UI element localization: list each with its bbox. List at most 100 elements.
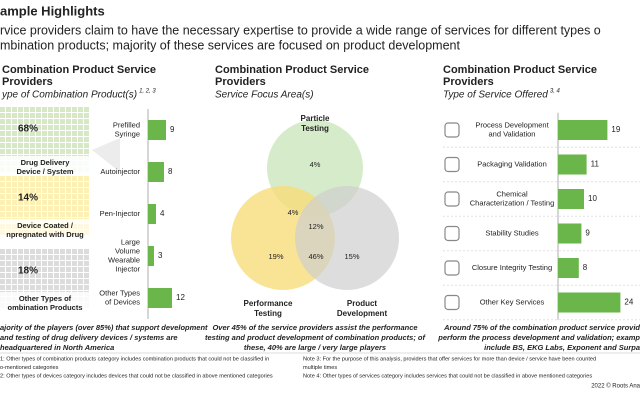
waffle-cell (54, 131, 59, 136)
waffle-cell (18, 212, 23, 217)
waffle-cell (36, 143, 41, 148)
waffle-cell (60, 176, 65, 181)
waffle-cell (72, 188, 77, 193)
waffle-cell (0, 249, 5, 254)
waffle-cell (30, 285, 35, 290)
bar-label: Autoinjector (100, 167, 140, 176)
waffle-cell (48, 285, 53, 290)
waffle-cell (0, 255, 5, 260)
waffle-cell (60, 279, 65, 284)
waffle-cell (18, 182, 23, 187)
waffle-cell (0, 267, 5, 272)
waffle-cell (78, 212, 83, 217)
waffle-cell (6, 188, 11, 193)
waffle-cell (48, 194, 53, 199)
waffle-cell (72, 113, 77, 118)
waffle-cell (66, 255, 71, 260)
icon (444, 122, 460, 138)
waffle-cell (30, 200, 35, 205)
waffle-cell (18, 125, 23, 130)
waffle-cell (36, 249, 41, 254)
waffle-cell (60, 212, 65, 217)
waffle-cell (72, 143, 77, 148)
waffle-cell (84, 107, 89, 112)
waffle-cell (48, 137, 53, 142)
waffle-cell (12, 188, 17, 193)
waffle-cell (66, 107, 71, 112)
waffle-cell (48, 149, 53, 154)
waffle-cell (36, 200, 41, 205)
waffle-cell (18, 255, 23, 260)
waffle-cell (12, 261, 17, 266)
waffle-cell (78, 255, 83, 260)
bar (148, 204, 156, 224)
venn-percent: 4% (288, 208, 299, 217)
venn-label: Testing (301, 124, 329, 133)
waffle-cell (30, 176, 35, 181)
waffle-cell (42, 143, 47, 148)
waffle-cell (54, 212, 59, 217)
waffle-cell (12, 131, 17, 136)
waffle-cell (78, 206, 83, 211)
waffle-cell (84, 194, 89, 199)
waffle-cell (66, 113, 71, 118)
bar (558, 258, 579, 278)
panel-subheading: Type of Service Offered (443, 90, 548, 101)
waffle-cell (72, 194, 77, 199)
waffle-cell (54, 194, 59, 199)
waffle-cell (6, 176, 11, 181)
bar-label: Characterization / Testing (470, 198, 555, 207)
waffle-cell (66, 200, 71, 205)
waffle-cell (36, 188, 41, 193)
waffle-cell (18, 149, 23, 154)
waffle-cell (84, 113, 89, 118)
waffle-cell (54, 137, 59, 142)
waffle-cell (42, 113, 47, 118)
bar (148, 246, 154, 266)
waffle-label: npregnated with Drug (6, 230, 84, 239)
bar-value: 19 (611, 125, 620, 134)
key-insight: testing and product development of combi… (205, 333, 427, 342)
waffle-cell (0, 149, 5, 154)
waffle-cell (0, 176, 5, 181)
bar-label: Closure Integrity Testing (472, 263, 552, 272)
waffle-cell (84, 119, 89, 124)
waffle-cell (48, 267, 53, 272)
venn-percent: 12% (308, 222, 323, 231)
waffle-cell (24, 273, 29, 278)
waffle-cell (36, 149, 41, 154)
bar-label: Large (121, 237, 140, 246)
waffle-cell (54, 261, 59, 266)
waffle-cell (24, 131, 29, 136)
waffle-cell (42, 194, 47, 199)
waffle-cell (84, 261, 89, 266)
waffle-cell (60, 285, 65, 290)
waffle-cell (48, 206, 53, 211)
bar-value: 9 (170, 125, 175, 134)
waffle-cell (24, 188, 29, 193)
waffle-cell (60, 249, 65, 254)
waffle-cell (78, 107, 83, 112)
bar-label: Syringe (115, 129, 140, 138)
venn-label: Performance (244, 299, 293, 308)
waffle-cell (0, 200, 5, 205)
waffle-cell (24, 261, 29, 266)
waffle-label: Device / System (16, 167, 73, 176)
waffle-cell (54, 267, 59, 272)
waffle-cell (36, 119, 41, 124)
waffle-cell (54, 285, 59, 290)
waffle-cell (54, 143, 59, 148)
waffle-cell (6, 137, 11, 142)
waffle-cell (48, 131, 53, 136)
waffle-cell (54, 273, 59, 278)
waffle-cell (24, 255, 29, 260)
waffle-cell (0, 182, 5, 187)
panel-subheading: Service Focus Area(s) (215, 90, 314, 101)
waffle-cell (18, 188, 23, 193)
waffle-cell (42, 212, 47, 217)
waffle-cell (60, 206, 65, 211)
waffle-cell (12, 194, 17, 199)
waffle-cell (84, 149, 89, 154)
waffle-cell (18, 131, 23, 136)
waffle-cell (18, 267, 23, 272)
